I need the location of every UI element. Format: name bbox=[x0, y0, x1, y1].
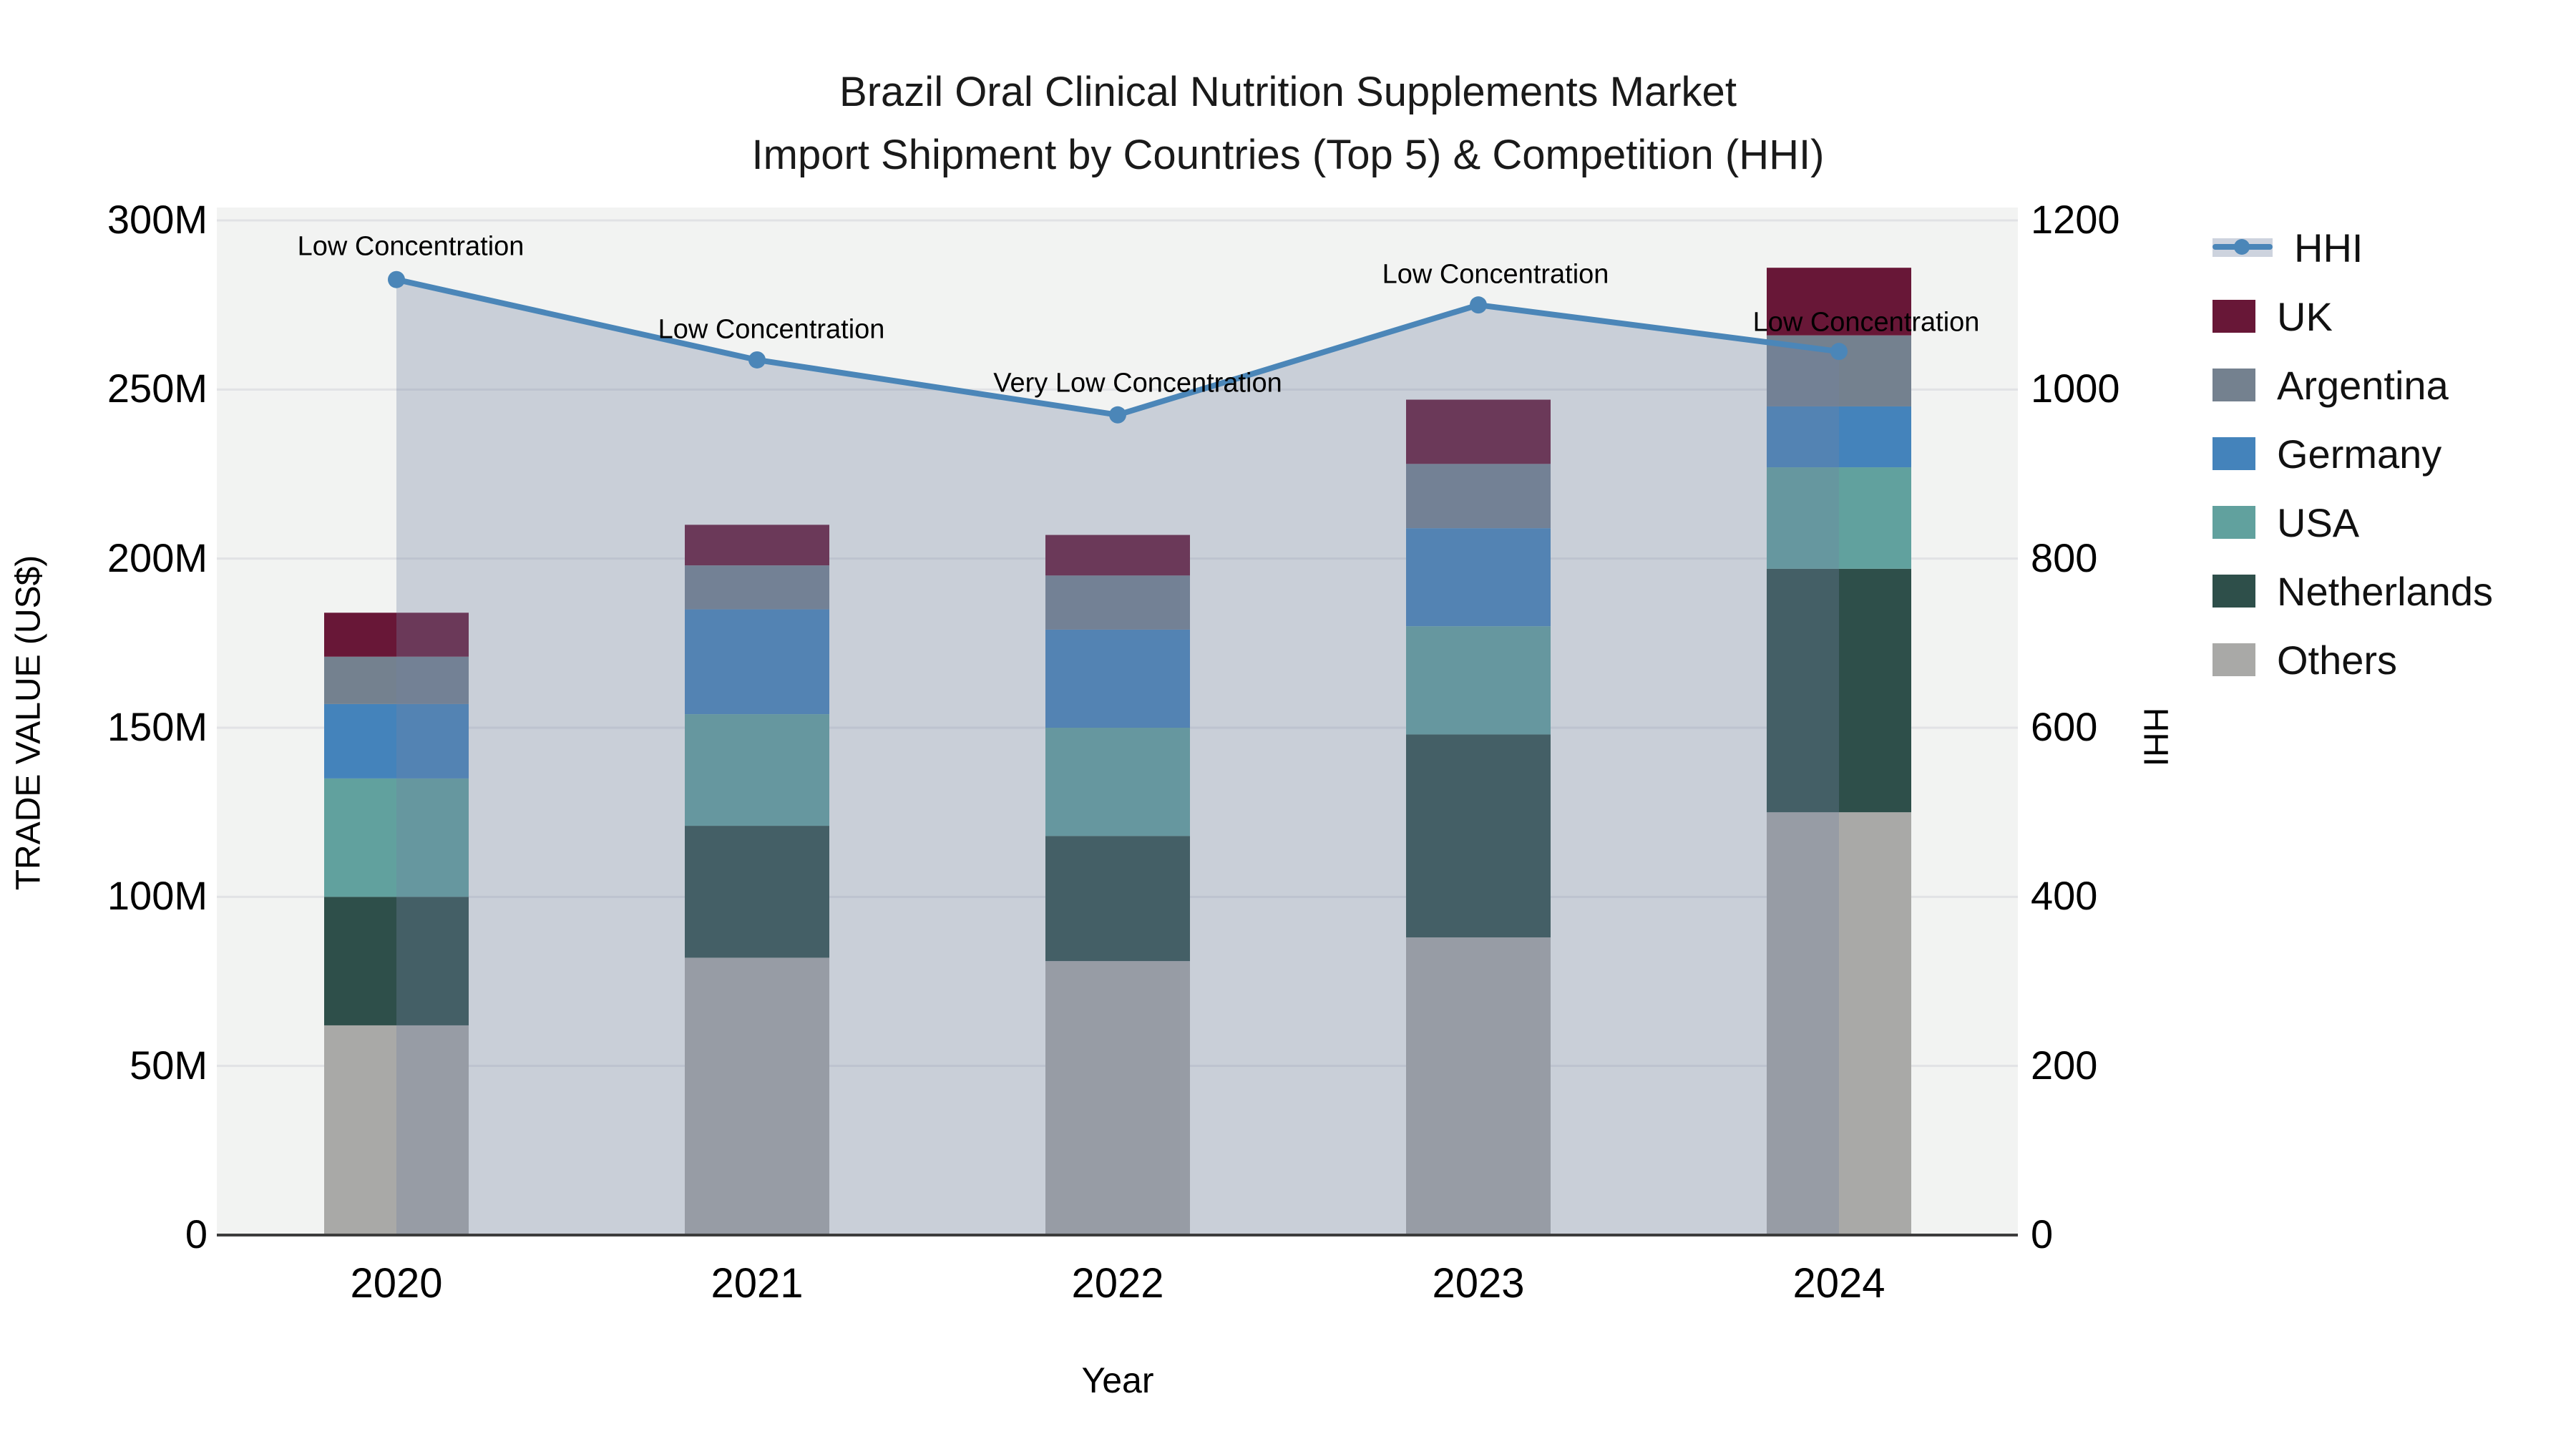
legend-color-swatch-argentina bbox=[2212, 369, 2255, 401]
legend-item-usa[interactable]: USA bbox=[2212, 500, 2493, 545]
x-tick-2020: 2020 bbox=[350, 1260, 443, 1307]
annotation-2020: Low Concentration bbox=[297, 231, 525, 262]
left-tick-0: 0 bbox=[185, 1211, 208, 1257]
right-tick-1000: 1000 bbox=[2031, 366, 2120, 411]
bar-segment-uk-2023[interactable] bbox=[1406, 399, 1551, 464]
left-tick-300M: 300M bbox=[107, 197, 208, 242]
legend-color-swatch-netherlands bbox=[2212, 575, 2255, 608]
bar-segment-netherlands-2022[interactable] bbox=[1045, 836, 1190, 962]
right-tick-0: 0 bbox=[2031, 1211, 2054, 1257]
bar-segment-uk-2022[interactable] bbox=[1045, 535, 1190, 576]
right-tick-600: 600 bbox=[2031, 704, 2098, 749]
bar-segment-others-2024[interactable] bbox=[1767, 812, 1911, 1235]
bar-segment-usa-2023[interactable] bbox=[1406, 626, 1551, 735]
bar-segment-usa-2021[interactable] bbox=[685, 714, 829, 826]
bar-segment-usa-2022[interactable] bbox=[1045, 728, 1190, 836]
bar-segment-netherlands-2021[interactable] bbox=[685, 826, 829, 958]
x-tick-2023: 2023 bbox=[1432, 1260, 1525, 1307]
legend-label-argentina: Argentina bbox=[2277, 362, 2449, 408]
legend-item-argentina[interactable]: Argentina bbox=[2212, 363, 2493, 408]
bar-segment-germany-2020[interactable] bbox=[324, 703, 469, 779]
right-tick-200: 200 bbox=[2031, 1042, 2098, 1088]
legend: HHI UK Argentina Germany USA Netherlands Other… bbox=[2212, 225, 2493, 683]
x-tick-2022: 2022 bbox=[1071, 1260, 1164, 1307]
legend-color-swatch-uk bbox=[2212, 300, 2255, 333]
bar-segment-netherlands-2023[interactable] bbox=[1406, 734, 1551, 938]
right-axis-title: HHI bbox=[2136, 707, 2175, 767]
bar-segment-usa-2024[interactable] bbox=[1767, 467, 1911, 569]
left-tick-250M: 250M bbox=[107, 366, 208, 411]
bar-segment-uk-2024[interactable] bbox=[1767, 268, 1911, 336]
bar-segment-netherlands-2020[interactable] bbox=[324, 897, 469, 1025]
legend-label-hhi: HHI bbox=[2294, 225, 2363, 270]
annotation-2023: Low Concentration bbox=[1382, 259, 1609, 290]
hhi-marker-2022[interactable] bbox=[1109, 406, 1126, 424]
bar-segment-argentina-2021[interactable] bbox=[685, 565, 829, 610]
annotation-2021: Low Concentration bbox=[658, 314, 885, 345]
legend-label-netherlands: Netherlands bbox=[2277, 568, 2493, 614]
hhi-marker-2020[interactable] bbox=[388, 270, 405, 288]
chart-title-line2: Import Shipment by Countries (Top 5) & C… bbox=[751, 132, 1825, 178]
hhi-area-fill bbox=[396, 279, 1839, 1235]
bar-segment-netherlands-2024[interactable] bbox=[1767, 568, 1911, 813]
legend-label-uk: UK bbox=[2277, 293, 2333, 339]
bar-segment-germany-2023[interactable] bbox=[1406, 528, 1551, 627]
annotation-2022: Very Low Concentration bbox=[993, 368, 1282, 399]
bar-segment-argentina-2022[interactable] bbox=[1045, 575, 1190, 630]
legend-color-swatch-germany bbox=[2212, 437, 2255, 470]
x-axis-title: Year bbox=[1081, 1360, 1154, 1400]
legend-item-germany[interactable]: Germany bbox=[2212, 431, 2493, 477]
bar-segment-uk-2021[interactable] bbox=[685, 525, 829, 566]
x-tick-2021: 2021 bbox=[711, 1260, 804, 1307]
legend-line-marker bbox=[2234, 239, 2250, 255]
legend-label-germany: Germany bbox=[2277, 431, 2442, 477]
legend-item-others[interactable]: Others bbox=[2212, 637, 2493, 683]
bar-segment-argentina-2020[interactable] bbox=[324, 656, 469, 704]
right-tick-800: 800 bbox=[2031, 535, 2098, 580]
left-tick-150M: 150M bbox=[107, 704, 208, 749]
bar-segment-others-2020[interactable] bbox=[324, 1025, 469, 1235]
legend-label-usa: USA bbox=[2277, 499, 2360, 545]
bar-segment-usa-2020[interactable] bbox=[324, 778, 469, 897]
bar-segment-others-2021[interactable] bbox=[685, 957, 829, 1235]
legend-color-swatch-usa bbox=[2212, 506, 2255, 539]
bar-segment-uk-2020[interactable] bbox=[324, 613, 469, 657]
bar-segment-germany-2022[interactable] bbox=[1045, 629, 1190, 728]
right-tick-400: 400 bbox=[2031, 873, 2098, 919]
legend-item-netherlands[interactable]: Netherlands bbox=[2212, 569, 2493, 614]
hhi-marker-2024[interactable] bbox=[1830, 343, 1848, 361]
legend-item-hhi[interactable]: HHI bbox=[2212, 225, 2493, 270]
bar-segment-others-2022[interactable] bbox=[1045, 961, 1190, 1235]
hhi-marker-2021[interactable] bbox=[748, 351, 766, 369]
legend-item-uk[interactable]: UK bbox=[2212, 294, 2493, 339]
left-tick-200M: 200M bbox=[107, 535, 208, 580]
annotation-2024: Low Concentration bbox=[1752, 307, 1980, 338]
legend-color-swatch-others bbox=[2212, 643, 2255, 676]
hhi-marker-2023[interactable] bbox=[1470, 296, 1487, 314]
legend-label-others: Others bbox=[2277, 637, 2398, 683]
bar-segment-argentina-2023[interactable] bbox=[1406, 464, 1551, 529]
chart-title-line1: Brazil Oral Clinical Nutrition Supplemen… bbox=[839, 69, 1737, 115]
bar-segment-germany-2024[interactable] bbox=[1767, 406, 1911, 468]
right-tick-1200: 1200 bbox=[2031, 197, 2120, 242]
bar-segment-others-2023[interactable] bbox=[1406, 937, 1551, 1235]
left-tick-50M: 50M bbox=[130, 1042, 208, 1088]
x-tick-2024: 2024 bbox=[1792, 1260, 1885, 1307]
bar-segment-germany-2021[interactable] bbox=[685, 609, 829, 715]
legend-line-swatch bbox=[2212, 231, 2273, 264]
left-tick-100M: 100M bbox=[107, 873, 208, 919]
